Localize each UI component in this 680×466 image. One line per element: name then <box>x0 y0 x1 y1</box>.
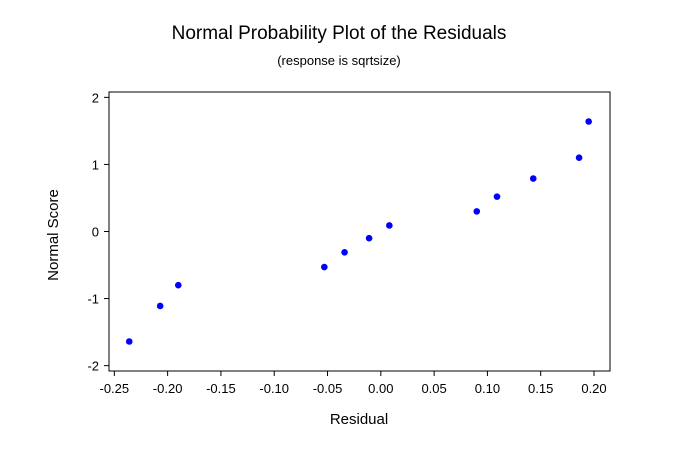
data-point <box>156 302 164 310</box>
chart-title: Normal Probability Plot of the Residuals <box>172 23 507 44</box>
data-point <box>174 281 182 289</box>
x-tick-label: -0.05 <box>313 381 343 396</box>
data-point <box>575 154 583 162</box>
data-point <box>529 175 537 182</box>
x-tick-label: -0.25 <box>100 381 130 396</box>
y-axis-label: Normal Score <box>45 189 62 281</box>
x-tick-label: 0.00 <box>368 381 393 396</box>
data-point <box>321 263 328 271</box>
y-tick-label: 2 <box>92 90 99 105</box>
data-point <box>473 208 481 215</box>
y-tick-label: 0 <box>92 225 99 240</box>
data-point <box>125 338 133 345</box>
y-tick-label: 1 <box>92 157 99 172</box>
data-point <box>365 234 373 242</box>
x-tick-label: 0.15 <box>528 381 553 396</box>
x-tick-label: -0.15 <box>206 381 236 396</box>
data-point <box>493 193 501 200</box>
data-point <box>386 222 393 229</box>
x-tick-label: -0.10 <box>259 381 289 396</box>
x-tick-label: 0.20 <box>581 381 606 396</box>
y-axis: -2 -1 0 1 2 <box>87 90 109 374</box>
data-points <box>125 118 592 345</box>
x-axis-label: Residual <box>330 411 388 428</box>
y-tick-label: -1 <box>87 292 99 307</box>
plot-frame <box>108 91 611 372</box>
data-point <box>585 118 592 125</box>
x-tick-label: -0.20 <box>153 381 183 396</box>
x-tick-label: 0.05 <box>421 381 446 396</box>
x-axis: -0.25 -0.20 -0.15 -0.10 -0.05 0.00 0.05 0.10 0.1… <box>100 371 607 396</box>
chart-subtitle: (response is sqrtsize) <box>277 53 401 68</box>
data-point <box>341 248 348 256</box>
y-tick-label: -2 <box>87 359 99 374</box>
x-tick-label: 0.10 <box>475 381 500 396</box>
